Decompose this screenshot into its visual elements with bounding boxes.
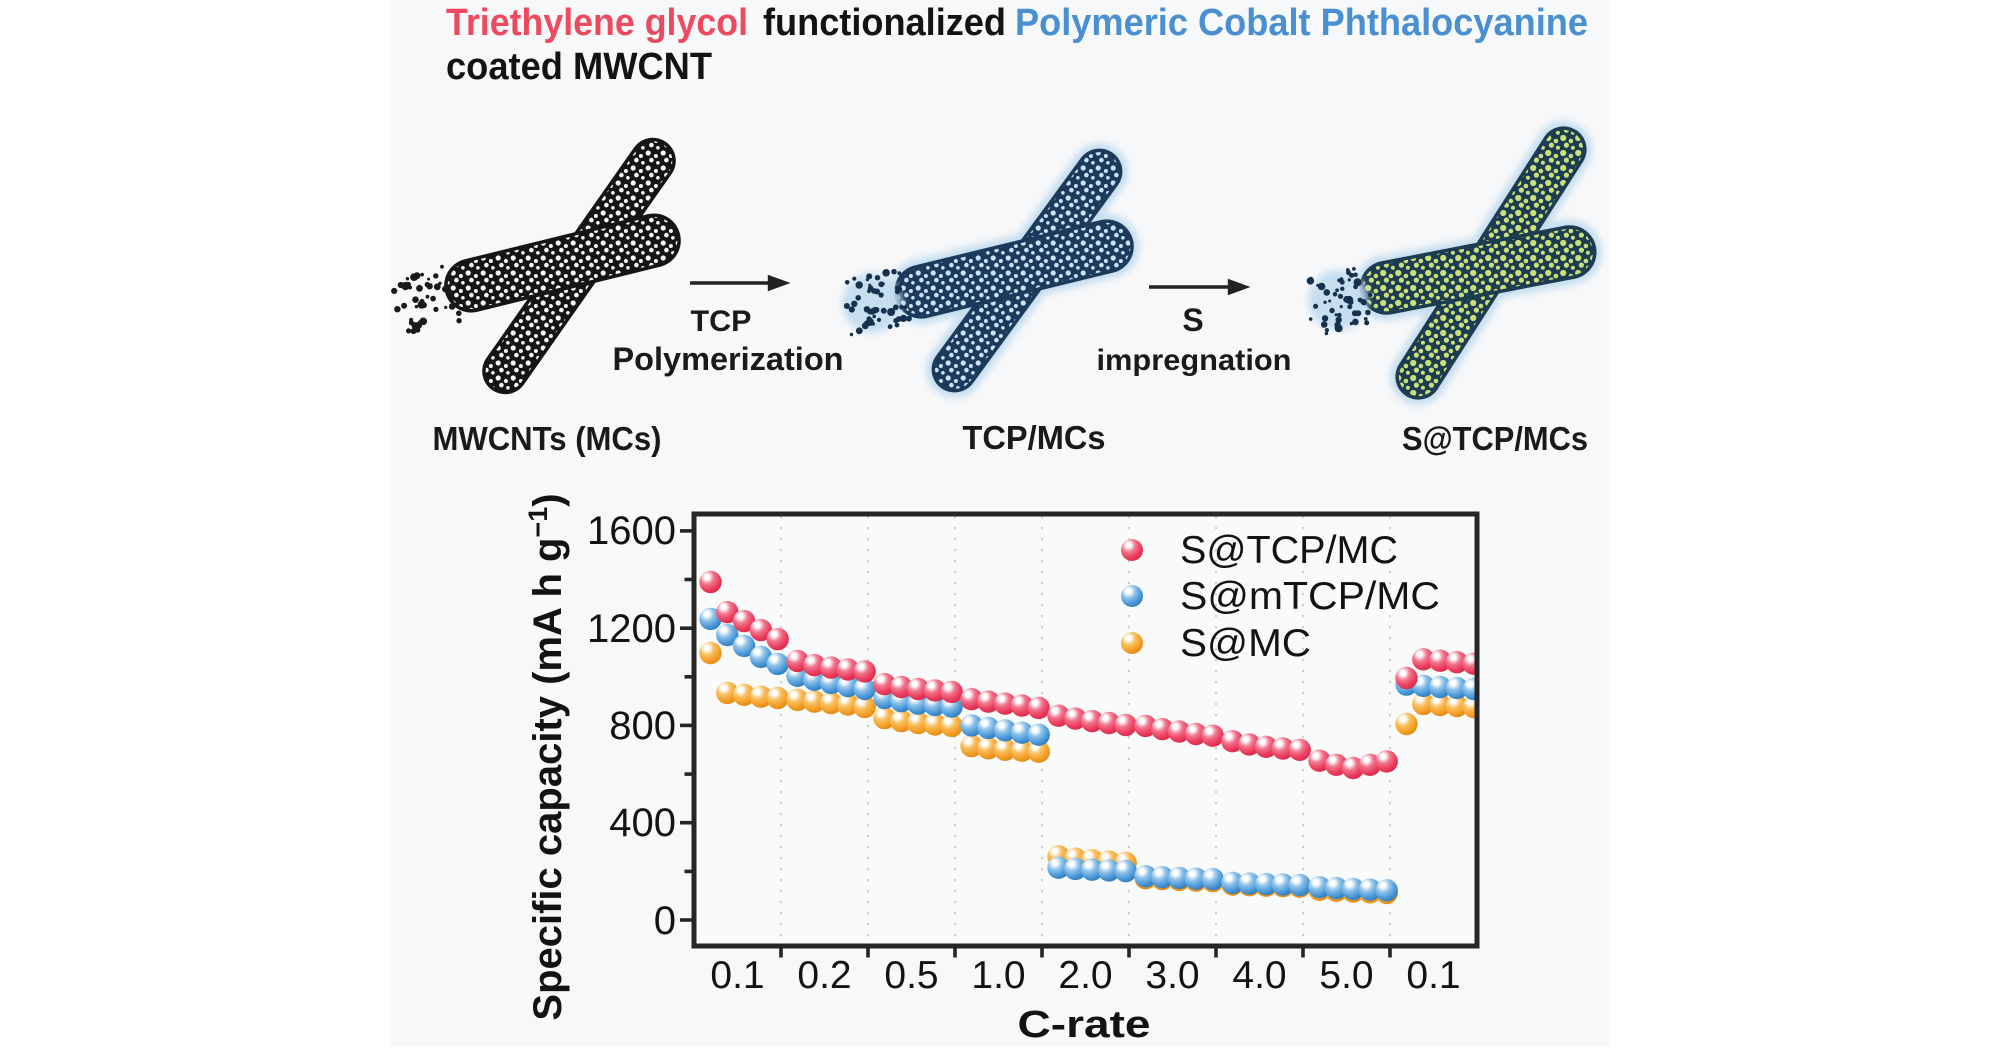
svg-text:TCP/MCs: TCP/MCs	[963, 419, 1106, 456]
svg-text:S@TCP/MCs: S@TCP/MCs	[1402, 420, 1588, 457]
svg-text:TCP: TCP	[691, 305, 752, 338]
svg-text:1.0: 1.0	[971, 954, 1025, 997]
svg-text:Triethylene glycol: Triethylene glycol	[446, 2, 748, 44]
svg-text:0: 0	[654, 899, 676, 943]
svg-text:Specific capacity (mA h g−1): Specific capacity (mA h g−1)	[523, 493, 570, 1020]
svg-text:0.1: 0.1	[710, 954, 764, 997]
svg-text:coated MWCNT: coated MWCNT	[446, 46, 712, 88]
svg-text:800: 800	[609, 704, 676, 748]
svg-text:MWCNTs (MCs): MWCNTs (MCs)	[433, 420, 662, 457]
svg-text:Polymeric Cobalt Phthalocyanin: Polymeric Cobalt Phthalocyanine	[1015, 2, 1588, 44]
svg-text:S@MC: S@MC	[1180, 622, 1311, 665]
svg-text:Polymerization: Polymerization	[613, 341, 844, 377]
svg-text:1600: 1600	[587, 509, 676, 553]
svg-text:2.0: 2.0	[1058, 954, 1112, 997]
svg-text:0.1: 0.1	[1406, 954, 1460, 997]
svg-text:functionalized: functionalized	[763, 2, 1006, 44]
svg-text:400: 400	[609, 801, 676, 845]
svg-text:S@mTCP/MC: S@mTCP/MC	[1180, 575, 1440, 618]
svg-text:0.5: 0.5	[884, 954, 938, 997]
svg-text:3.0: 3.0	[1145, 954, 1199, 997]
svg-text:S: S	[1182, 302, 1203, 338]
svg-text:4.0: 4.0	[1232, 954, 1286, 997]
svg-text:5.0: 5.0	[1319, 954, 1373, 997]
svg-text:0.2: 0.2	[797, 954, 851, 997]
svg-text:1200: 1200	[587, 607, 676, 651]
svg-text:impregnation: impregnation	[1097, 344, 1292, 377]
svg-text:S@TCP/MC: S@TCP/MC	[1180, 529, 1398, 572]
svg-text:C-rate: C-rate	[1018, 1004, 1151, 1046]
